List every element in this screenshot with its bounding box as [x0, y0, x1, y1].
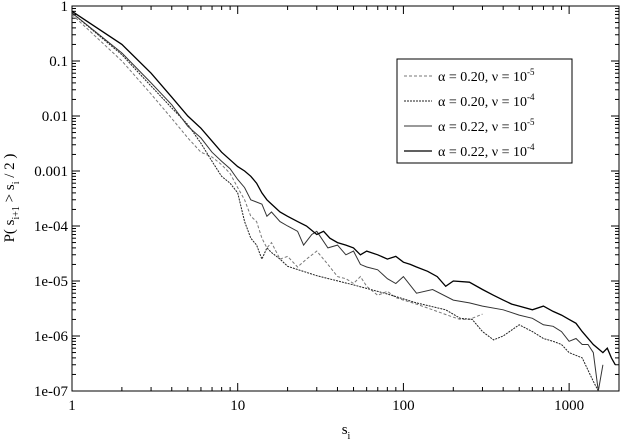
x-tick-label: 1000 [554, 398, 584, 414]
legend-alpha-value: 0.20 [460, 95, 485, 110]
plot-frame [71, 5, 620, 392]
legend-nu-text: , ν = 10 [485, 95, 527, 110]
x-axis-label-base: s [342, 422, 348, 438]
legend-label: α = 0.20, ν = 10-4 [438, 92, 535, 110]
y-tick-label: 0.01 [42, 109, 68, 125]
x-axis-label-sub: i [348, 431, 351, 442]
y-tick-label: 1e-06 [34, 329, 69, 345]
legend-nu-text: , ν = 10 [485, 70, 527, 85]
y-tick-label: 1e-04 [34, 219, 69, 235]
legend-alpha-value: 0.20 [460, 70, 485, 85]
x-axis-label: si [342, 422, 351, 442]
y-tick-label: 1 [61, 0, 69, 15]
legend-alpha-text: α = [438, 95, 460, 110]
x-tick-label: 1 [68, 398, 76, 414]
y-tick-label: 0.001 [34, 164, 68, 180]
legend-alpha-value: 0.22 [460, 120, 485, 135]
y-axis-label-part3: / 2 ) [2, 154, 18, 182]
legend-label: α = 0.22, ν = 10-4 [438, 142, 535, 160]
legend-label: α = 0.22, ν = 10-5 [438, 117, 535, 135]
x-tick-label: 100 [392, 398, 415, 414]
y-tick-label: 1e-05 [34, 274, 68, 290]
legend-nu-exponent: -5 [527, 67, 535, 77]
legend-nu-exponent: -5 [527, 117, 535, 127]
y-axis-label-sub1: i+1 [11, 206, 22, 219]
legend-label: α = 0.20, ν = 10-5 [438, 67, 535, 85]
legend-alpha-text: α = [438, 120, 460, 135]
y-tick-label: 1e-07 [34, 384, 69, 400]
y-tick-label: 0.1 [49, 54, 68, 70]
series-line-4 [71, 10, 616, 366]
legend-nu-text: , ν = 10 [485, 120, 527, 135]
legend-entries: α = 0.20, ν = 10-5α = 0.20, ν = 10-4α = … [404, 67, 535, 160]
legend-nu-exponent: -4 [527, 142, 535, 152]
series-line-1 [71, 14, 483, 320]
y-axis-label: P( si+1 > si / 2 ) [2, 154, 22, 243]
legend-alpha-text: α = [438, 70, 460, 85]
y-axis-label-part2: > s [2, 184, 18, 206]
axis-ticks: 1 10 100 1000 1 0.1 0.01 0.001 1e-04 1e-05 1e-06 1e… [34, 0, 620, 414]
legend-nu-text: , ν = 10 [485, 145, 527, 160]
y-axis-label-part1: P( s [2, 219, 18, 242]
y-axis-label-sub2: i [11, 181, 22, 184]
series-line-3 [71, 12, 604, 392]
x-tick-label: 10 [230, 398, 245, 414]
legend-alpha-text: α = [438, 145, 460, 160]
series-line-2 [71, 12, 599, 392]
legend-nu-exponent: -4 [527, 92, 535, 102]
series-layer [71, 10, 616, 392]
y-axis-label-group: P( si+1 > si / 2 ) [2, 154, 22, 243]
legend-alpha-value: 0.22 [460, 145, 485, 160]
legend: α = 0.20, ν = 10-5α = 0.20, ν = 10-4α = … [396, 58, 573, 164]
